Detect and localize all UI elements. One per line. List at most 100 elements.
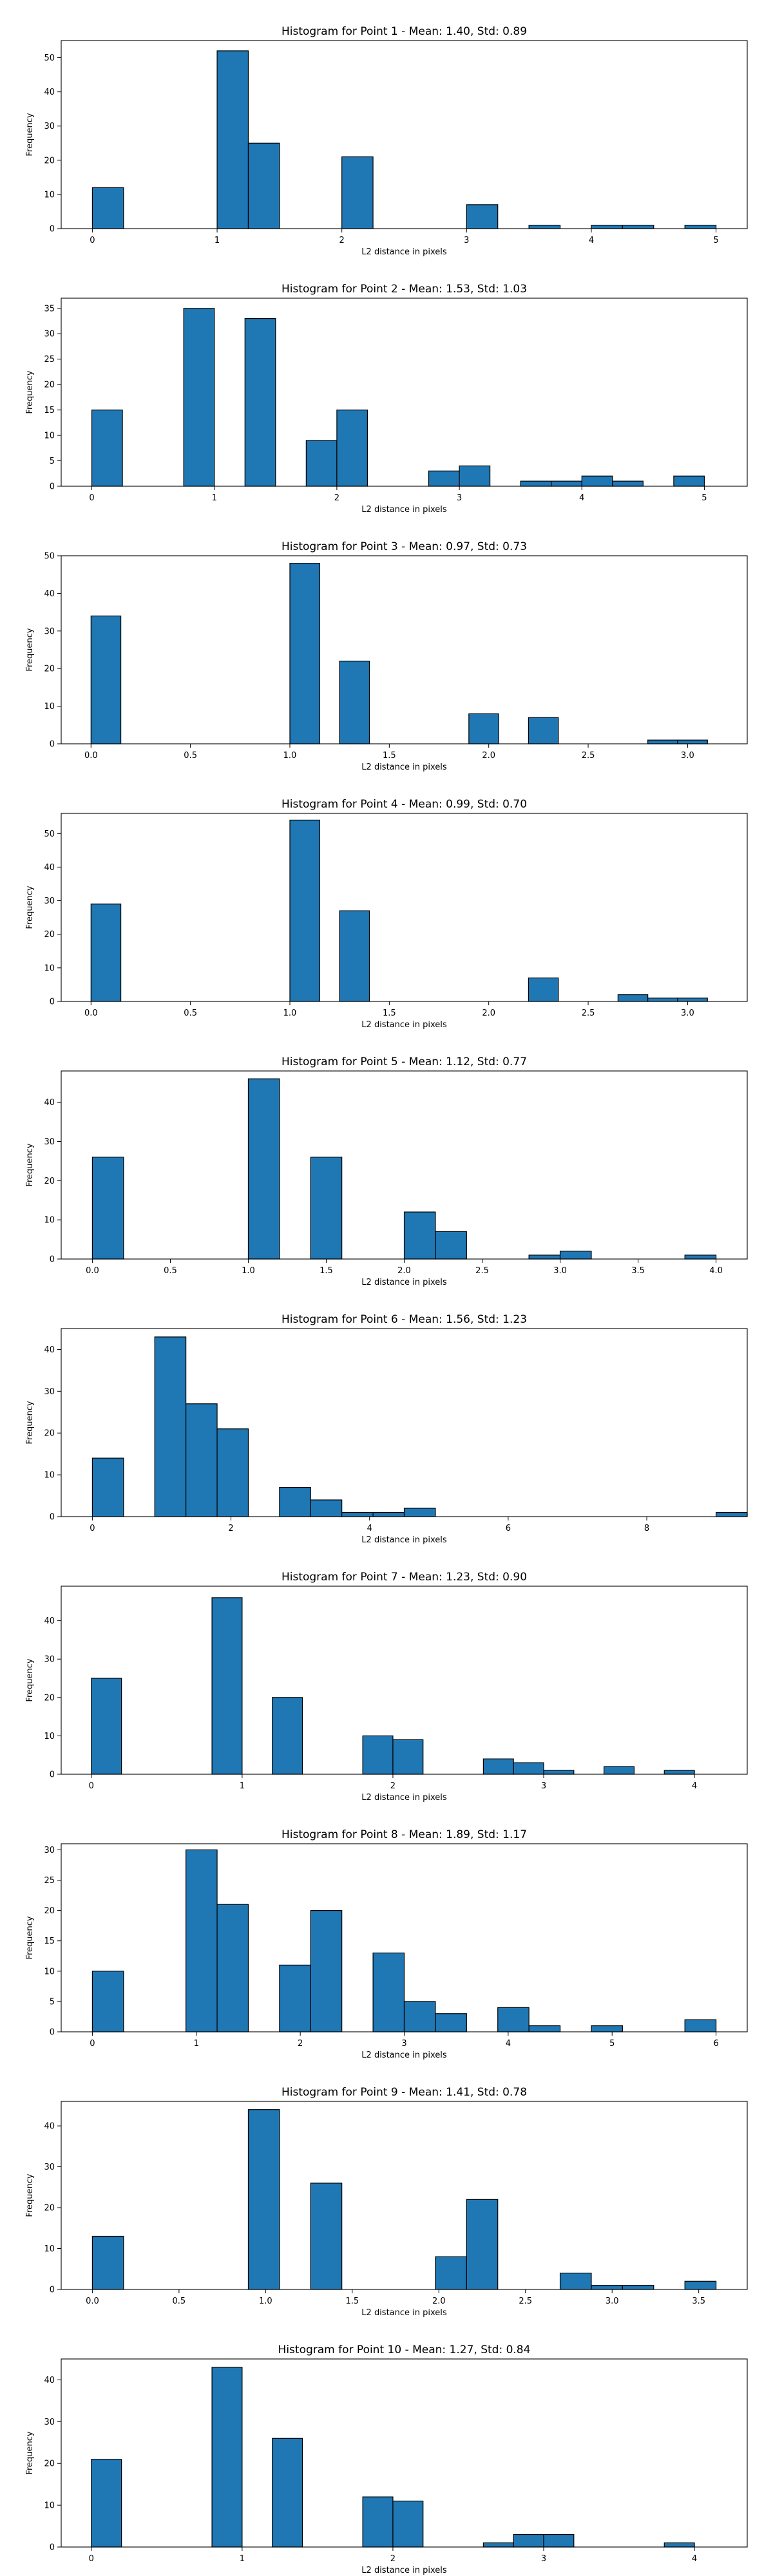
- histogram-bar: [403, 1508, 436, 1517]
- x-tick-label: 1.5: [383, 1009, 396, 1018]
- x-axis-label: L2 distance in pixels: [361, 1535, 447, 1545]
- y-tick-label: 20: [44, 381, 55, 390]
- x-tick-label: 1.5: [345, 2297, 359, 2306]
- histogram-bar: [90, 615, 122, 744]
- y-tick-label: 40: [44, 589, 55, 599]
- x-tick-label: 1.0: [283, 751, 297, 761]
- histogram-bar: [211, 2367, 243, 2548]
- y-tick-label: 30: [44, 2163, 55, 2172]
- y-tick-label: 40: [44, 863, 55, 873]
- x-tick-label: 1: [240, 1781, 245, 1791]
- y-tick-label: 20: [44, 665, 55, 674]
- x-tick-label: 4: [692, 1781, 697, 1791]
- y-tick-label: 10: [44, 2244, 55, 2254]
- x-tick-label: 3.0: [606, 2297, 619, 2306]
- histogram-bar: [617, 994, 649, 1002]
- y-tick-label: 10: [44, 190, 55, 200]
- plot-frame: [61, 555, 748, 744]
- x-tick-label: 0.0: [86, 2297, 99, 2306]
- histogram-bar: [279, 1486, 311, 1517]
- x-tick-label: 2: [334, 493, 339, 503]
- y-tick-label: 0: [50, 225, 55, 234]
- y-tick-label: 20: [44, 1429, 55, 1439]
- y-tick-label: 0: [50, 1513, 55, 1522]
- y-tick-label: 20: [44, 156, 55, 166]
- bars: [91, 2109, 717, 2290]
- histogram-bar: [91, 1971, 124, 2032]
- x-tick-label: 2: [390, 2554, 396, 2564]
- x-tick-label: 0: [89, 1781, 94, 1791]
- histogram-chart: Histogram for Point 8 - Mean: 1.89, Std:…: [25, 1828, 748, 2060]
- x-tick-label: 1.0: [283, 1009, 297, 1018]
- histogram-bar: [435, 2256, 467, 2290]
- histogram-bar: [482, 1758, 514, 1775]
- chart-title: Histogram for Point 9 - Mean: 1.41, Std:…: [282, 2086, 527, 2099]
- x-tick-label: 0.5: [173, 2297, 186, 2306]
- histogram-bar: [403, 1211, 436, 1260]
- histogram-chart: Histogram for Point 10 - Mean: 1.27, Std…: [25, 2344, 748, 2575]
- histogram-bar: [336, 410, 368, 487]
- histogram-chart: Histogram for Point 7 - Mean: 1.23, Std:…: [25, 1571, 748, 1803]
- x-tick-label: 1: [215, 236, 220, 245]
- histogram-bar: [216, 50, 249, 229]
- x-axis-label: L2 distance in pixels: [361, 505, 447, 515]
- plot-frame: [61, 1328, 748, 1517]
- y-tick-label: 20: [44, 1177, 55, 1186]
- histogram-bar: [482, 2542, 514, 2548]
- y-tick-label: 0: [50, 1770, 55, 1780]
- x-tick-label: 3: [541, 2554, 546, 2564]
- histogram-chart: Histogram for Point 2 - Mean: 1.53, Std:…: [25, 283, 748, 515]
- x-tick-label: 0.0: [84, 751, 98, 761]
- y-tick-label: 15: [44, 1937, 55, 1946]
- histogram-bar: [677, 739, 708, 744]
- histogram-bar: [684, 2019, 717, 2032]
- histogram-bar: [392, 2501, 424, 2548]
- bars: [91, 2367, 695, 2548]
- x-axis-label: L2 distance in pixels: [361, 2566, 447, 2575]
- histogram-bar: [305, 440, 338, 487]
- x-tick-label: 5: [713, 236, 718, 245]
- x-tick-label: 2: [339, 236, 345, 245]
- y-axis-label: Frequency: [25, 2431, 35, 2474]
- bars: [91, 1597, 695, 1775]
- histogram-bar: [684, 1255, 717, 1260]
- y-tick-label: 20: [44, 1693, 55, 1703]
- histogram-bar: [279, 1964, 311, 2032]
- y-tick-label: 30: [44, 1387, 55, 1397]
- y-tick-label: 30: [44, 627, 55, 636]
- histogram-chart: Histogram for Point 4 - Mean: 0.99, Std:…: [25, 798, 748, 1030]
- y-tick-label: 10: [44, 2501, 55, 2511]
- histogram-bar: [154, 1336, 187, 1517]
- chart-title: Histogram for Point 5 - Mean: 1.12, Std:…: [282, 1056, 527, 1068]
- y-axis-label: Frequency: [25, 1143, 35, 1186]
- x-axis-label: L2 distance in pixels: [361, 1793, 447, 1803]
- histogram-bar: [91, 1157, 124, 1260]
- y-tick-label: 0: [50, 740, 55, 750]
- histogram-bar: [372, 1511, 405, 1517]
- plot-frame: [61, 298, 748, 487]
- histogram-bar: [362, 1735, 394, 1775]
- histogram-bar: [622, 225, 654, 229]
- y-tick-label: 15: [44, 406, 55, 415]
- y-axis-label: Frequency: [25, 113, 35, 156]
- histogram-bar: [466, 2199, 499, 2290]
- x-tick-label: 2.5: [582, 751, 595, 761]
- histogram-bar: [310, 2183, 343, 2290]
- histogram-bar: [211, 1597, 243, 1775]
- x-tick-label: 0.0: [84, 1009, 98, 1018]
- y-axis-label: Frequency: [25, 370, 35, 413]
- y-tick-label: 50: [44, 552, 55, 562]
- y-tick-label: 10: [44, 1732, 55, 1741]
- plot-frame: [61, 2358, 748, 2548]
- x-tick-label: 4: [367, 1524, 372, 1533]
- y-tick-label: 30: [44, 122, 55, 131]
- x-axis-label: L2 distance in pixels: [361, 1278, 447, 1287]
- histogram-bar: [543, 1770, 575, 1775]
- y-tick-label: 20: [44, 930, 55, 940]
- y-tick-label: 40: [44, 1616, 55, 1626]
- histogram-chart: Histogram for Point 6 - Mean: 1.56, Std:…: [25, 1313, 748, 1545]
- histogram-bar: [310, 1157, 343, 1260]
- histogram-bar: [341, 156, 374, 229]
- histogram-bar: [673, 475, 705, 487]
